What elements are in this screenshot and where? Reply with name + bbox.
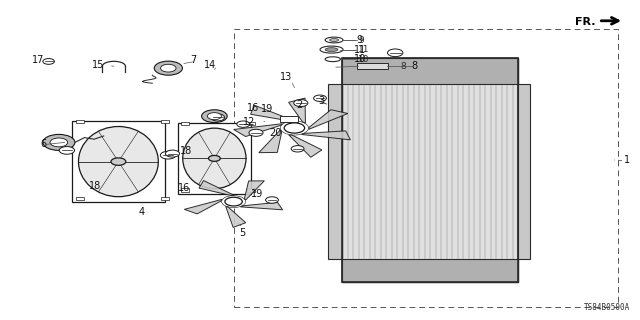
- Circle shape: [291, 146, 304, 152]
- Polygon shape: [301, 131, 350, 140]
- Text: 12: 12: [243, 117, 256, 127]
- Polygon shape: [184, 199, 222, 214]
- Bar: [280, 116, 298, 122]
- Circle shape: [388, 49, 403, 57]
- Ellipse shape: [325, 57, 340, 61]
- Bar: [328, 84, 342, 259]
- Text: 18: 18: [88, 180, 101, 191]
- Text: 3: 3: [318, 96, 324, 106]
- Text: 15: 15: [92, 60, 104, 70]
- Text: 14: 14: [204, 60, 216, 70]
- Circle shape: [160, 151, 176, 159]
- Bar: [342, 58, 518, 282]
- Text: 10: 10: [353, 54, 366, 64]
- Polygon shape: [244, 181, 264, 200]
- Text: 20: 20: [269, 128, 282, 138]
- Text: 9: 9: [358, 36, 364, 44]
- Bar: [248, 188, 255, 192]
- Circle shape: [43, 59, 54, 64]
- Polygon shape: [309, 110, 348, 129]
- Circle shape: [207, 113, 221, 120]
- Text: 8: 8: [400, 62, 406, 71]
- Text: 19: 19: [261, 104, 274, 114]
- Bar: [357, 63, 388, 69]
- Bar: [342, 58, 518, 282]
- Text: 11: 11: [353, 44, 366, 55]
- Text: 17: 17: [32, 55, 45, 65]
- Bar: [161, 197, 169, 200]
- Circle shape: [211, 114, 225, 121]
- Circle shape: [237, 121, 250, 127]
- Circle shape: [50, 138, 68, 147]
- Text: 7: 7: [190, 55, 196, 65]
- Circle shape: [249, 129, 263, 136]
- Bar: [178, 123, 252, 194]
- Bar: [72, 121, 165, 203]
- Circle shape: [284, 123, 305, 133]
- Bar: [161, 120, 169, 123]
- Circle shape: [166, 150, 179, 157]
- Text: 5: 5: [239, 228, 246, 238]
- Bar: [248, 122, 255, 125]
- Circle shape: [161, 64, 176, 72]
- Text: 8: 8: [412, 61, 418, 71]
- Bar: [76, 197, 83, 200]
- Polygon shape: [241, 202, 283, 210]
- Ellipse shape: [325, 37, 343, 43]
- Text: TS84B0500A: TS84B0500A: [584, 303, 630, 312]
- Circle shape: [209, 156, 220, 161]
- Polygon shape: [289, 135, 322, 157]
- Ellipse shape: [183, 128, 246, 189]
- Circle shape: [266, 197, 278, 203]
- Text: 9: 9: [356, 35, 363, 45]
- Polygon shape: [234, 124, 282, 137]
- Text: FR.: FR.: [575, 17, 595, 28]
- Text: 19: 19: [251, 189, 264, 199]
- Circle shape: [111, 158, 126, 165]
- Bar: [76, 120, 83, 123]
- Text: 16: 16: [178, 183, 191, 194]
- Text: 4: 4: [139, 207, 145, 217]
- Polygon shape: [199, 180, 234, 196]
- Text: 16: 16: [246, 103, 259, 113]
- Circle shape: [154, 61, 182, 75]
- Text: 6: 6: [40, 139, 47, 149]
- Bar: [182, 188, 189, 192]
- Circle shape: [314, 95, 326, 101]
- Circle shape: [294, 100, 308, 107]
- Polygon shape: [259, 130, 282, 153]
- Ellipse shape: [320, 46, 343, 53]
- Text: 1: 1: [624, 155, 630, 165]
- Bar: [182, 122, 189, 125]
- Bar: [342, 58, 518, 84]
- Text: 18: 18: [179, 146, 192, 156]
- Polygon shape: [226, 206, 246, 228]
- Circle shape: [225, 197, 243, 206]
- Ellipse shape: [325, 48, 338, 52]
- Polygon shape: [251, 105, 294, 121]
- Circle shape: [60, 147, 74, 154]
- Circle shape: [202, 110, 227, 123]
- Ellipse shape: [330, 39, 339, 42]
- Bar: [518, 84, 530, 259]
- Bar: [234, 29, 618, 307]
- Ellipse shape: [79, 126, 158, 197]
- Circle shape: [43, 134, 75, 150]
- Text: 13: 13: [280, 72, 292, 82]
- Text: 10: 10: [358, 55, 370, 64]
- Bar: [342, 259, 518, 282]
- Text: 11: 11: [358, 45, 370, 54]
- Text: 2: 2: [296, 100, 303, 110]
- Polygon shape: [289, 98, 305, 123]
